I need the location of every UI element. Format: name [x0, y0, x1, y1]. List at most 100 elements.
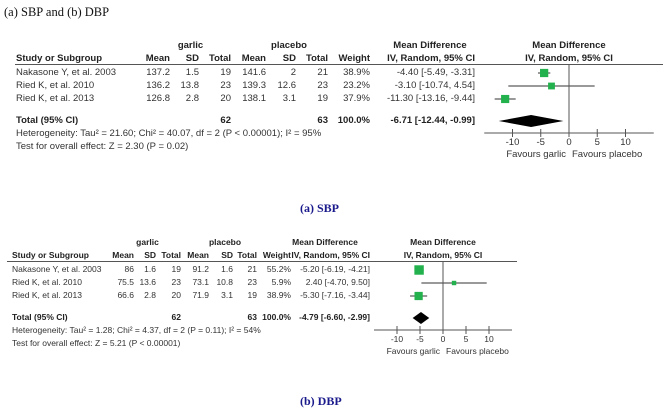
- x-tick-label: 5: [463, 334, 469, 344]
- plot-header-sub: IV, Random, 95% CI: [525, 53, 613, 64]
- total-placebo-n: 63: [247, 312, 257, 322]
- mean-header: Mean: [112, 250, 134, 260]
- study-marker: [451, 280, 457, 286]
- x-tick-label: -10: [505, 137, 520, 148]
- mean-header: Mean: [241, 53, 266, 64]
- weight-header: Weight: [262, 250, 291, 260]
- total-placebo-n: 63: [317, 115, 328, 126]
- plot-header-title: Mean Difference: [532, 40, 606, 51]
- figure-title: (a) SBP and (b) DBP: [4, 5, 110, 19]
- study-p-total: 19: [247, 290, 257, 300]
- total-ci: -6.71 [-12.44, -0.99]: [390, 115, 476, 126]
- study-g-total: 23: [220, 80, 231, 91]
- study-g-sd: 1.5: [185, 67, 199, 78]
- study-ci: -5.20 [-6.19, -4.21]: [300, 264, 370, 274]
- study-g-mean: 86: [124, 264, 134, 274]
- pooled-diamond: [498, 115, 564, 127]
- favours-right-label: Favours placebo: [446, 346, 509, 356]
- plot-header-title: Mean Difference: [410, 237, 476, 247]
- study-p-mean: 73.1: [192, 277, 209, 287]
- study-p-sd: 1.6: [221, 264, 233, 274]
- x-tick-label: -10: [390, 334, 404, 344]
- study-g-total: 23: [171, 277, 181, 287]
- total-ci: -4.79 [-6.60, -2.99]: [299, 312, 370, 322]
- x-tick-label: 0: [566, 137, 572, 148]
- study-p-mean: 138.1: [242, 93, 266, 104]
- study-g-sd: 2.8: [144, 290, 156, 300]
- study-ci: 2.40 [-4.70, 9.50]: [305, 277, 370, 287]
- study-name: Ried K, et al. 2013: [12, 290, 82, 300]
- favours-left-label: Favours garlic: [506, 149, 566, 160]
- overall-effect-text: Test for overall effect: Z = 5.21 (P < 0…: [12, 338, 181, 348]
- study-p-total: 23: [247, 277, 257, 287]
- x-tick-label: 0: [440, 334, 446, 344]
- md-header-sub: IV, Random, 95% CI: [291, 250, 370, 260]
- header-rule: [7, 261, 517, 262]
- study-marker: [414, 265, 424, 275]
- group1-header: garlic: [177, 40, 204, 51]
- study-marker: [548, 82, 555, 90]
- study-p-total: 19: [317, 93, 328, 104]
- study-g-total: 19: [220, 67, 231, 78]
- sd-header: SD: [144, 250, 156, 260]
- study-p-mean: 71.9: [192, 290, 209, 300]
- total-label: Total (95% CI): [12, 312, 68, 322]
- heterogeneity-text: Heterogeneity: Tau² = 1.28; Chi² = 4.37,…: [12, 325, 261, 335]
- favours-right-label: Favours placebo: [572, 149, 643, 160]
- study-g-sd: 2.8: [185, 93, 199, 104]
- study-g-mean: 66.6: [117, 290, 134, 300]
- study-p-total: 23: [317, 80, 328, 91]
- study-header: Study or Subgroup: [16, 53, 103, 64]
- panel-caption: (b) DBP: [300, 394, 342, 408]
- study-p-sd: 12.6: [277, 80, 297, 91]
- pooled-diamond: [412, 312, 430, 324]
- study-weight: 37.9%: [343, 93, 370, 104]
- heterogeneity-text: Heterogeneity: Tau² = 21.60; Chi² = 40.0…: [16, 128, 322, 139]
- study-p-total: 21: [317, 67, 328, 78]
- study-weight: 38.9%: [343, 67, 370, 78]
- study-weight: 38.9%: [266, 290, 291, 300]
- study-g-total: 19: [171, 264, 181, 274]
- weight-header: Weight: [338, 53, 371, 64]
- study-marker: [540, 68, 549, 78]
- total-header: Total: [161, 250, 181, 260]
- x-tick-label: -5: [416, 334, 424, 344]
- total-weight: 100.0%: [337, 115, 370, 126]
- study-g-sd: 1.6: [144, 264, 156, 274]
- study-weight: 23.2%: [343, 80, 370, 91]
- study-ci: -5.30 [-7.16, -3.44]: [300, 290, 370, 300]
- x-tick-label: -5: [536, 137, 545, 148]
- study-g-mean: 126.8: [146, 93, 170, 104]
- md-header-title: Mean Difference: [292, 237, 358, 247]
- study-p-sd: 3.1: [221, 290, 233, 300]
- study-name: Ried K, et al. 2013: [16, 93, 95, 104]
- study-g-mean: 136.2: [146, 80, 170, 91]
- total-weight: 100.0%: [262, 312, 291, 322]
- x-tick-label: 5: [594, 137, 600, 148]
- study-p-total: 21: [247, 264, 257, 274]
- md-header-title: Mean Difference: [393, 40, 467, 51]
- study-header: Study or Subgroup: [12, 250, 89, 260]
- plot-header-sub: IV, Random, 95% CI: [403, 250, 483, 260]
- mean-header: Mean: [187, 250, 209, 260]
- study-p-mean: 91.2: [192, 264, 209, 274]
- study-g-total: 20: [220, 93, 231, 104]
- study-marker: [501, 94, 510, 104]
- study-p-mean: 139.3: [242, 80, 266, 91]
- total-header: Total: [306, 53, 328, 64]
- study-weight: 5.9%: [271, 277, 291, 287]
- study-g-sd: 13.6: [139, 277, 156, 287]
- study-name: Ried K, et al. 2010: [12, 277, 82, 287]
- group2-header: placebo: [271, 40, 307, 51]
- panel-caption: (a) SBP: [300, 201, 339, 215]
- study-p-sd: 2: [290, 67, 296, 78]
- sd-header: SD: [221, 250, 233, 260]
- sd-header: SD: [282, 53, 296, 64]
- md-header-sub: IV, Random, 95% CI: [387, 53, 475, 64]
- study-p-mean: 141.6: [242, 67, 266, 78]
- study-ci: -3.10 [-10.74, 4.54]: [394, 80, 475, 91]
- study-marker: [414, 291, 423, 301]
- study-g-mean: 75.5: [117, 277, 134, 287]
- study-name: Nakasone Y, et al. 2003: [16, 67, 117, 78]
